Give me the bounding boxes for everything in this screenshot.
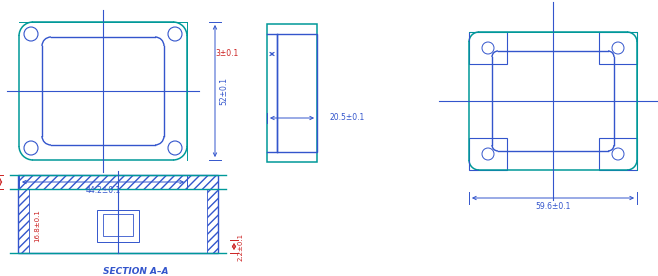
Text: SECTION A–A: SECTION A–A <box>103 267 168 276</box>
Bar <box>18 175 218 189</box>
Bar <box>18 189 29 253</box>
Text: 2.2±0.1: 2.2±0.1 <box>238 232 244 261</box>
Text: 20.5±0.1: 20.5±0.1 <box>329 113 365 123</box>
Bar <box>207 189 218 253</box>
Bar <box>18 175 218 253</box>
Bar <box>277 34 317 152</box>
Bar <box>97 210 139 242</box>
Bar <box>599 138 637 170</box>
Bar <box>469 138 507 170</box>
Bar <box>267 24 317 162</box>
Bar <box>469 32 507 64</box>
Text: 16.8±0.1: 16.8±0.1 <box>34 209 40 242</box>
Text: 52±0.1: 52±0.1 <box>219 77 228 105</box>
Bar <box>599 32 637 64</box>
Text: 59.6±0.1: 59.6±0.1 <box>536 202 570 211</box>
Bar <box>103 214 133 236</box>
Text: 3±0.1: 3±0.1 <box>216 49 239 59</box>
Text: 44.2±0.1: 44.2±0.1 <box>86 186 120 195</box>
